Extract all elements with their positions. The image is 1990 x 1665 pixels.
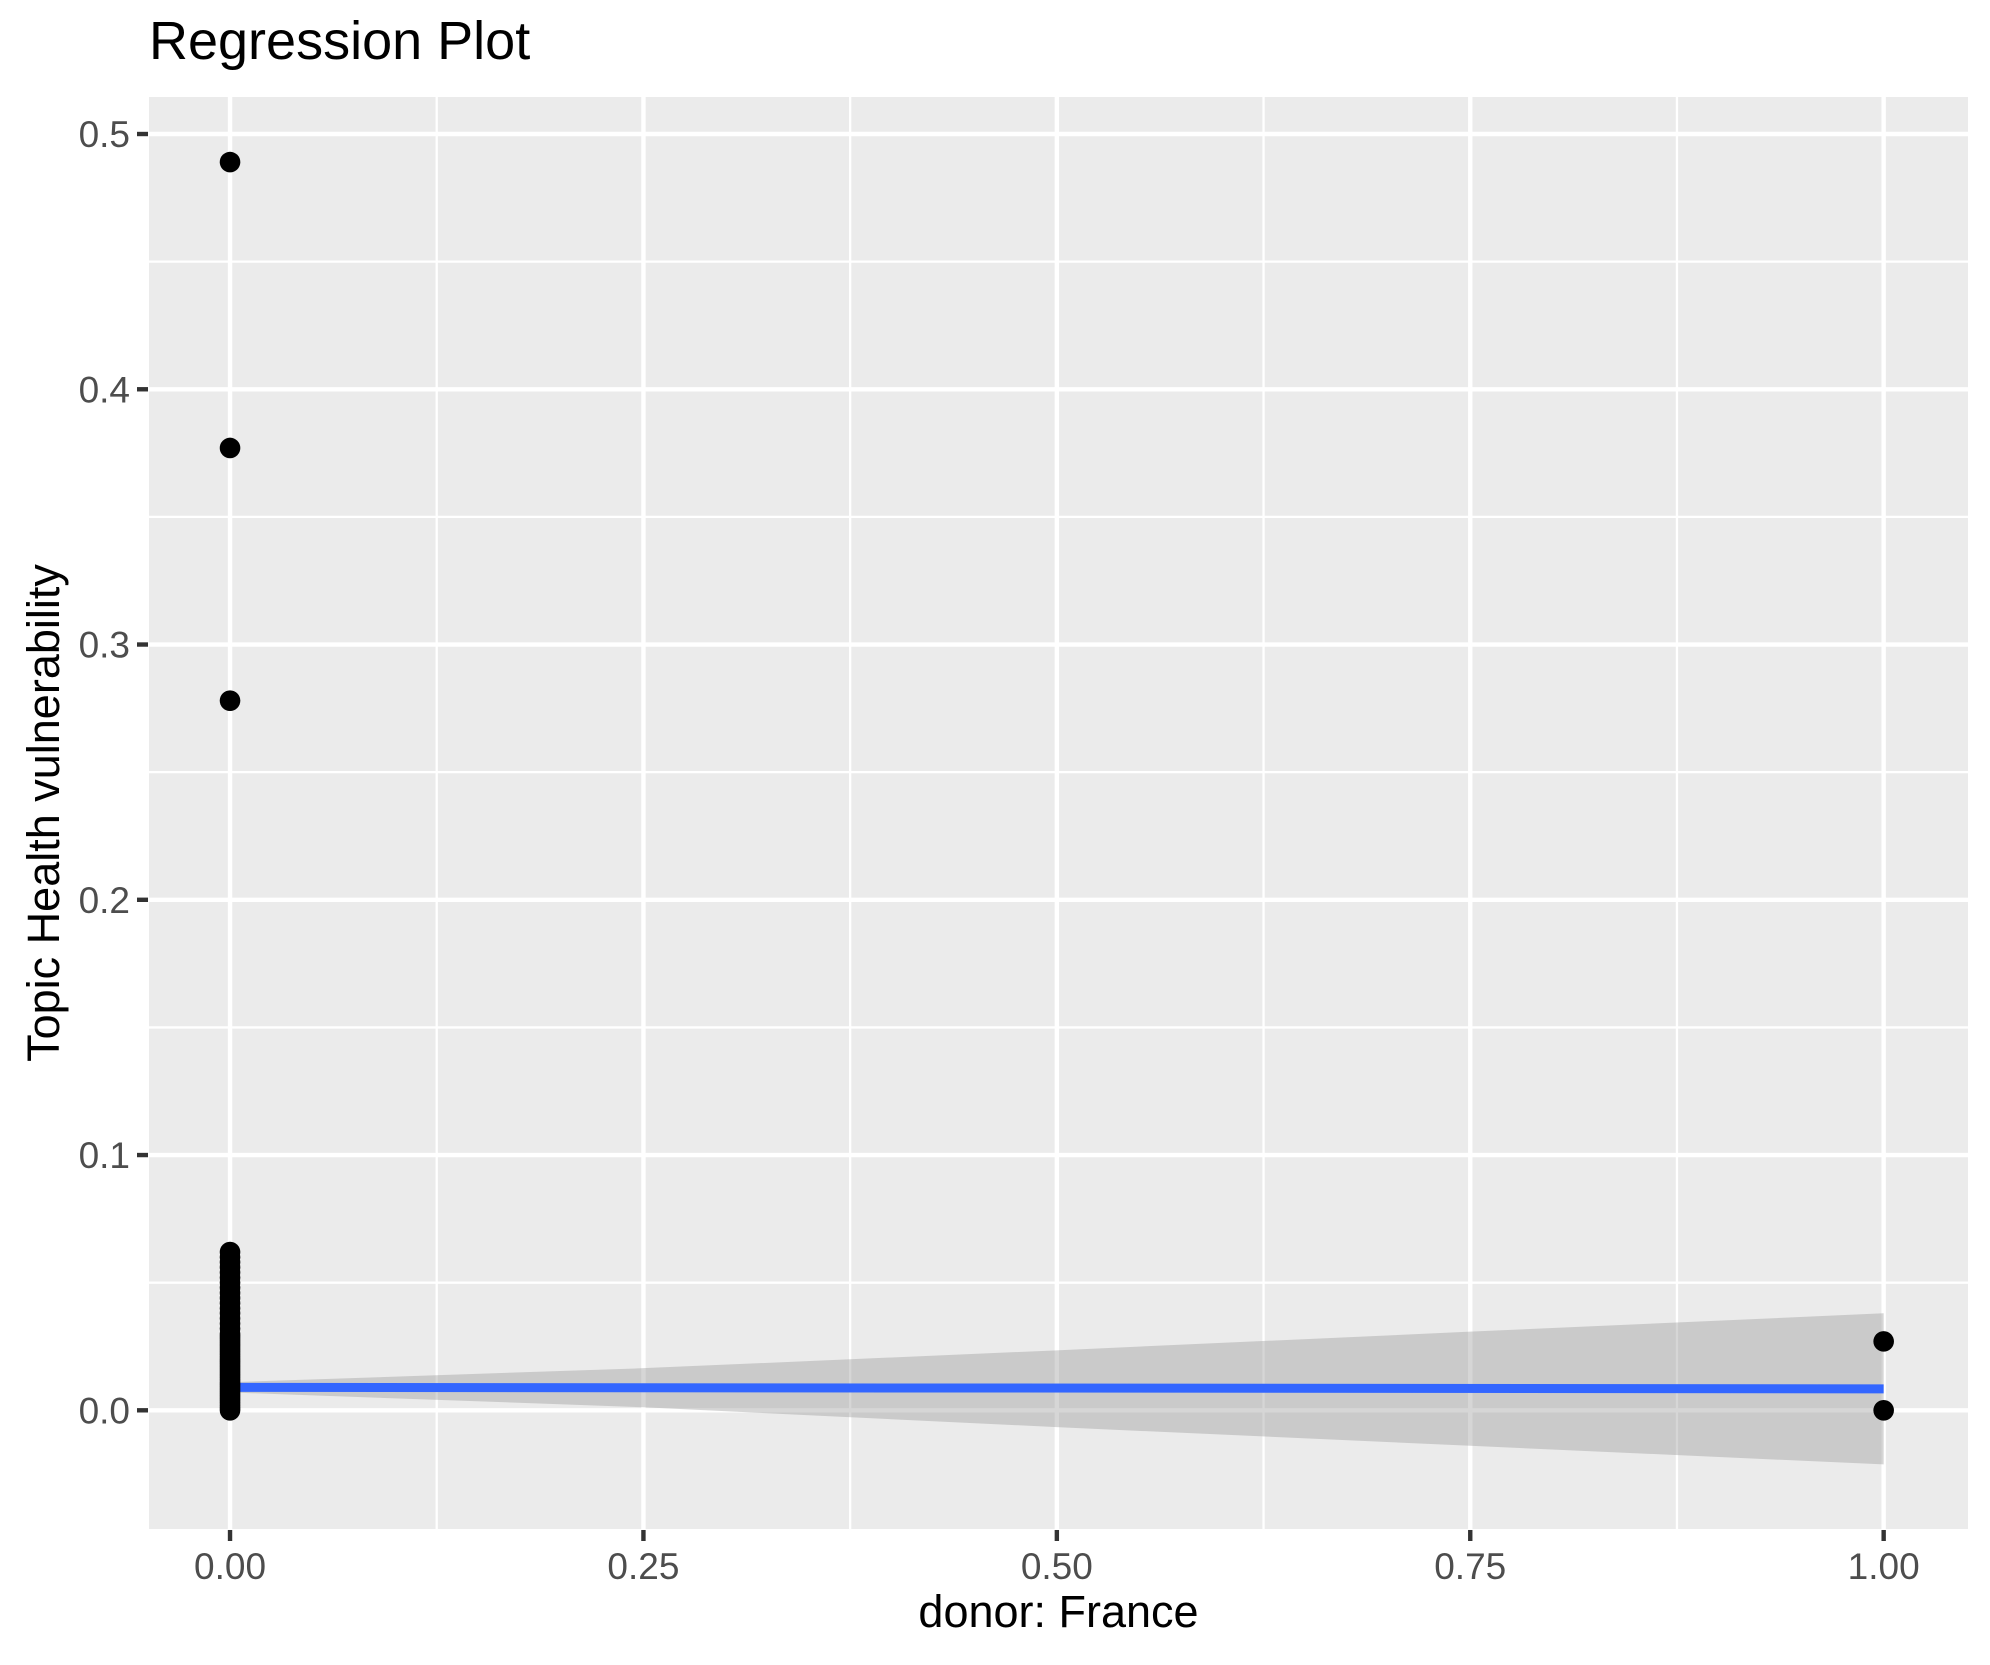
y-axis-title: Topic Health vulnerability <box>18 564 69 1062</box>
data-point <box>219 151 241 173</box>
plot-title: Regression Plot <box>149 11 531 71</box>
x-tick-label: 0.75 <box>1434 1546 1506 1587</box>
data-point <box>219 437 241 459</box>
y-tick-label: 0.0 <box>79 1390 130 1431</box>
x-tick-label: 1.00 <box>1848 1546 1920 1587</box>
y-tick-label: 0.1 <box>79 1135 130 1176</box>
y-tick-label: 0.2 <box>79 880 130 921</box>
x-axis-title: donor: France <box>918 1586 1199 1637</box>
data-point <box>1873 1331 1894 1352</box>
data-point <box>1873 1400 1894 1421</box>
y-tick-label: 0.5 <box>79 114 130 155</box>
regression-line <box>230 1382 1884 1394</box>
x-tick-label: 0.50 <box>1021 1546 1093 1587</box>
x-tick-label: 0.00 <box>194 1546 266 1587</box>
y-tick-label: 0.4 <box>79 369 130 410</box>
x-tick-label: 0.25 <box>607 1546 679 1587</box>
data-point <box>219 1241 241 1263</box>
y-tick-label: 0.3 <box>79 625 130 666</box>
data-point <box>219 690 241 711</box>
